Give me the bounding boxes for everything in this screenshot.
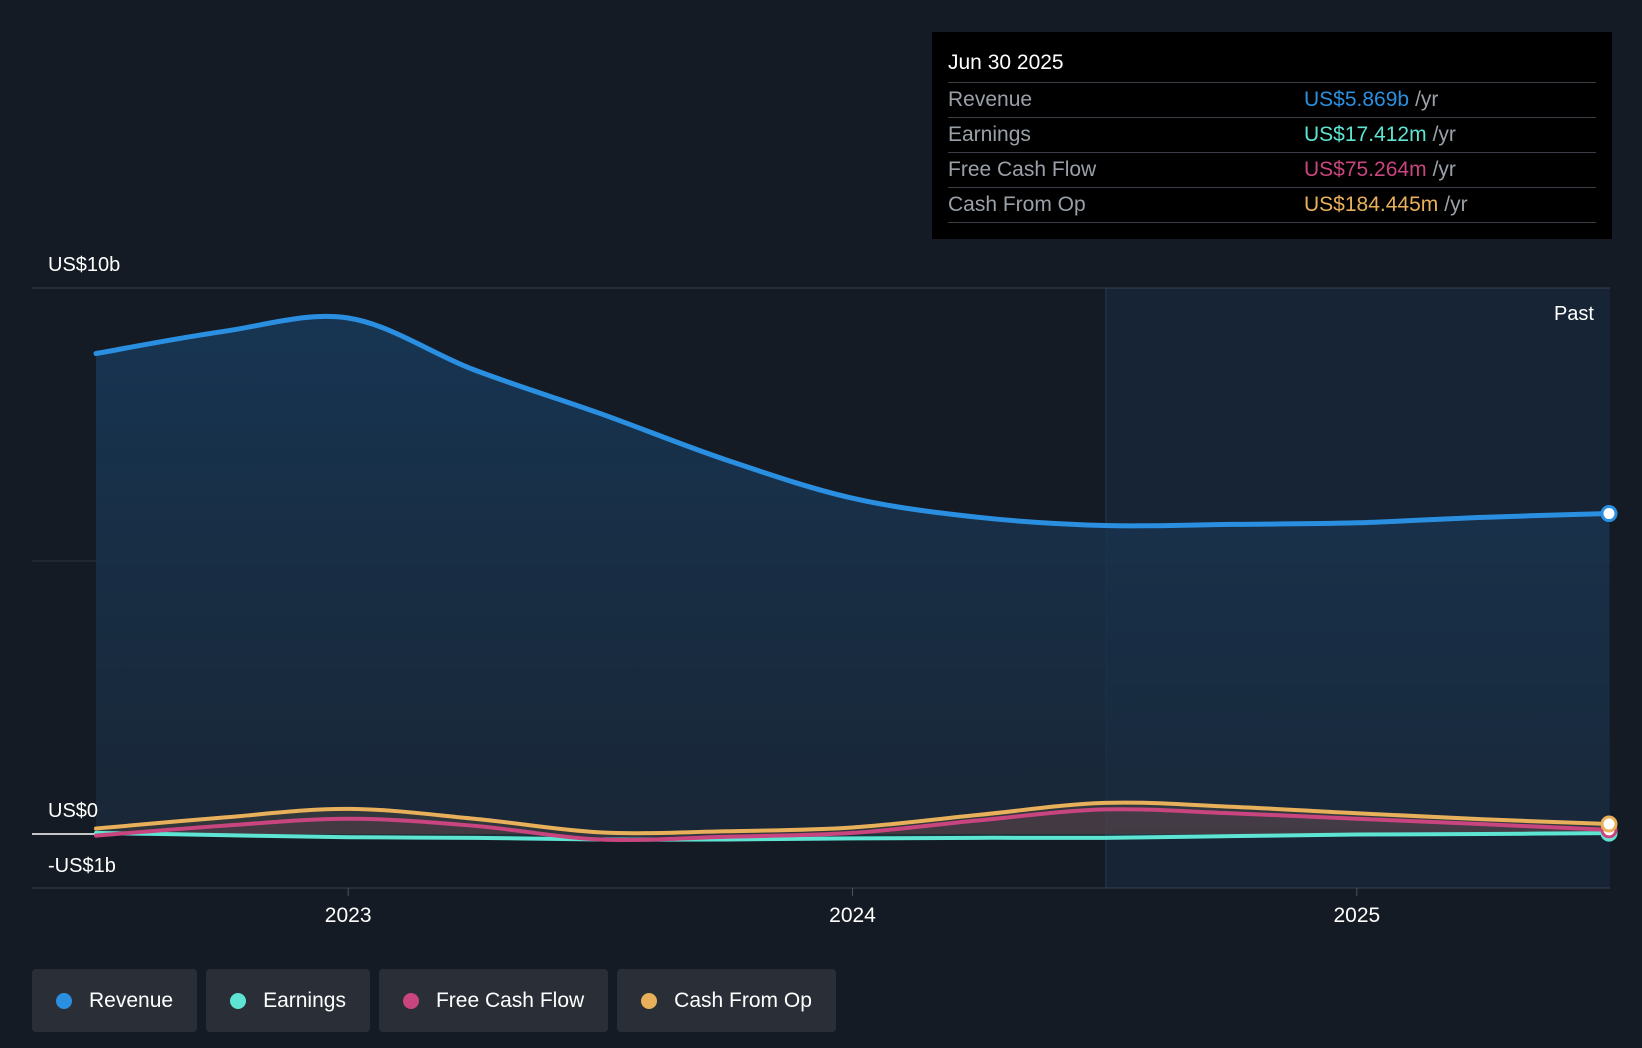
- tooltip-value: US$184.445m: [1304, 193, 1439, 216]
- x-tick-label: 2024: [829, 904, 876, 927]
- tooltip-unit: /yr: [1415, 88, 1439, 111]
- tooltip-row-cfo: Cash From Op US$184.445m /yr: [948, 188, 1596, 223]
- revenue-endpoint: [1600, 505, 1618, 523]
- y-label-neg: -US$1b: [48, 855, 116, 877]
- tooltip-row-revenue: Revenue US$5.869b /yr: [948, 83, 1596, 118]
- cash-from-op-line: [94, 800, 1611, 836]
- legend-label: Revenue: [89, 988, 174, 1012]
- legend-label: Free Cash Flow: [435, 988, 585, 1012]
- legend-item-cash-from-op[interactable]: Cash From Op: [617, 969, 836, 1032]
- tooltip-value: US$17.412m: [1304, 123, 1427, 146]
- legend-item-earnings[interactable]: Earnings: [206, 969, 370, 1032]
- tooltip-label: Free Cash Flow: [948, 158, 1097, 181]
- x-tick-label: 2023: [325, 904, 372, 927]
- legend-item-free-cash-flow[interactable]: Free Cash Flow: [378, 969, 609, 1032]
- tooltip-unit: /yr: [1432, 158, 1456, 181]
- legend-dot-icon: [230, 992, 247, 1009]
- legend-dot-icon: [402, 992, 419, 1009]
- tooltip-unit: /yr: [1432, 123, 1456, 146]
- tooltip-label: Earnings: [948, 123, 1031, 146]
- tooltip-value: US$75.264m: [1304, 158, 1427, 181]
- legend: Revenue Earnings Free Cash Flow Cash Fro…: [32, 969, 845, 1032]
- y-label-zero: US$0: [48, 800, 98, 822]
- tooltip-value: US$5.869b: [1304, 88, 1410, 111]
- revenue-line: [93, 313, 1612, 529]
- free-cash-flow-line: [94, 807, 1611, 842]
- x-tick-label: 2025: [1333, 904, 1380, 927]
- legend-item-revenue[interactable]: Revenue: [32, 969, 198, 1032]
- tooltip-unit: /yr: [1444, 193, 1468, 216]
- tooltip-label: Revenue: [948, 88, 1033, 111]
- tooltip-row-fcf: Free Cash Flow US$75.264m /yr: [948, 153, 1596, 188]
- earnings-line: [94, 830, 1611, 842]
- legend-label: Earnings: [263, 988, 346, 1012]
- cash-from-op-endpoint: [1600, 815, 1618, 833]
- tooltip-date: Jun 30 2025: [948, 48, 1596, 83]
- legend-dot-icon: [641, 992, 658, 1009]
- y-label-top: US$10b: [48, 254, 120, 276]
- tooltip-row-earnings: Earnings US$17.412m /yr: [948, 118, 1596, 153]
- past-label: Past: [1554, 303, 1594, 325]
- legend-label: Cash From Op: [674, 988, 812, 1012]
- tooltip-label: Cash From Op: [948, 193, 1086, 216]
- free-cash-flow-area: [96, 809, 1609, 840]
- revenue-area: [96, 316, 1609, 834]
- tooltip: Jun 30 2025 Revenue US$5.869b /yr Earnin…: [932, 32, 1612, 239]
- legend-dot-icon: [56, 992, 72, 1009]
